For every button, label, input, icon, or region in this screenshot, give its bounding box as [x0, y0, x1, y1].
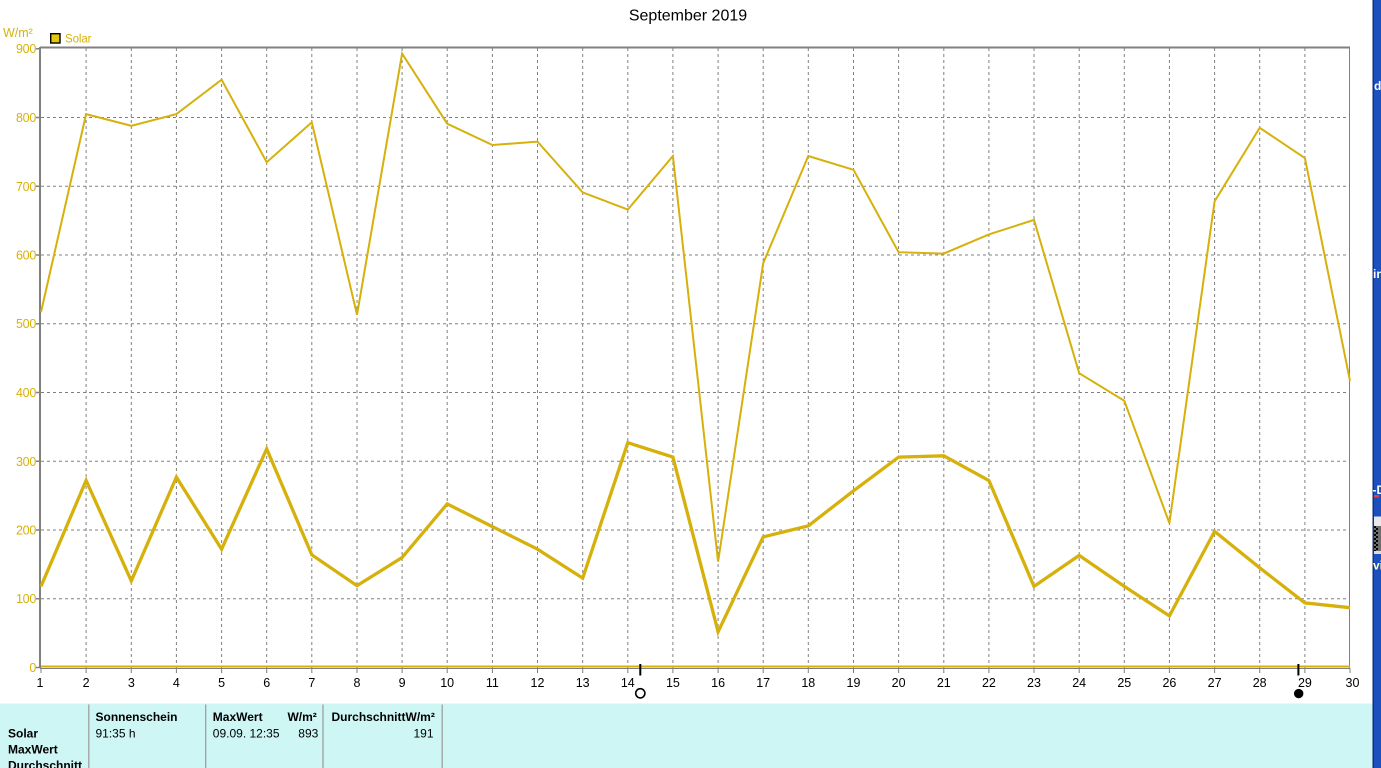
svg-text:17: 17: [756, 676, 770, 690]
svg-text:28: 28: [1253, 676, 1267, 690]
svg-text:vi: vi: [1373, 559, 1381, 573]
svg-text:23: 23: [1027, 676, 1041, 690]
svg-text:6: 6: [263, 676, 270, 690]
svg-text:0: 0: [29, 661, 36, 675]
svg-text:d: d: [1374, 79, 1381, 93]
svg-text:26: 26: [1162, 676, 1176, 690]
svg-text:12: 12: [531, 676, 545, 690]
svg-text:MaxWert: MaxWert: [8, 743, 58, 757]
svg-text:3: 3: [128, 676, 135, 690]
svg-text:400: 400: [16, 386, 36, 400]
svg-text:W/m²: W/m²: [287, 710, 316, 724]
svg-text:9: 9: [399, 676, 406, 690]
svg-text:700: 700: [16, 180, 36, 194]
svg-text:14: 14: [621, 676, 635, 690]
svg-text:Solar: Solar: [8, 727, 38, 741]
svg-text:30: 30: [1346, 676, 1360, 690]
svg-text:29: 29: [1298, 676, 1312, 690]
svg-text:W/m²: W/m²: [3, 26, 33, 40]
svg-text:5: 5: [218, 676, 225, 690]
svg-text:500: 500: [16, 317, 36, 331]
svg-text:18: 18: [801, 676, 815, 690]
svg-text:24: 24: [1072, 676, 1086, 690]
svg-text:8: 8: [354, 676, 361, 690]
svg-text:19: 19: [847, 676, 861, 690]
svg-text:91:35 h: 91:35 h: [96, 727, 136, 741]
svg-text:Sonnenschein: Sonnenschein: [96, 710, 178, 724]
svg-text:800: 800: [16, 111, 36, 125]
svg-text:27: 27: [1208, 676, 1222, 690]
svg-text:13: 13: [576, 676, 590, 690]
svg-text:16: 16: [711, 676, 725, 690]
svg-text:20: 20: [892, 676, 906, 690]
svg-text:2: 2: [83, 676, 90, 690]
svg-text:4: 4: [173, 676, 180, 690]
svg-text:15: 15: [666, 676, 680, 690]
svg-text:300: 300: [16, 455, 36, 469]
svg-text:in: in: [1373, 267, 1381, 281]
svg-text:25: 25: [1117, 676, 1131, 690]
svg-text:Durchschnitt: Durchschnitt: [8, 759, 82, 768]
svg-text:10: 10: [440, 676, 454, 690]
svg-text:11: 11: [486, 676, 499, 690]
svg-text:09.09. 12:35: 09.09. 12:35: [213, 727, 280, 741]
svg-text:191: 191: [413, 727, 433, 741]
svg-text:200: 200: [16, 524, 36, 538]
svg-text:Solar: Solar: [65, 33, 92, 45]
svg-text:MaxWert: MaxWert: [213, 710, 263, 724]
svg-text:DurchschnittW/m²: DurchschnittW/m²: [332, 710, 435, 724]
svg-text:1: 1: [37, 676, 44, 690]
svg-text:21: 21: [937, 676, 951, 690]
svg-text:7: 7: [308, 676, 315, 690]
svg-text:-D: -D: [1373, 483, 1381, 497]
svg-text:893: 893: [298, 727, 318, 741]
svg-text:100: 100: [16, 592, 36, 606]
svg-text:600: 600: [16, 249, 36, 263]
svg-text:900: 900: [16, 42, 36, 56]
svg-text:September 2019: September 2019: [629, 8, 747, 25]
svg-text:22: 22: [982, 676, 996, 690]
